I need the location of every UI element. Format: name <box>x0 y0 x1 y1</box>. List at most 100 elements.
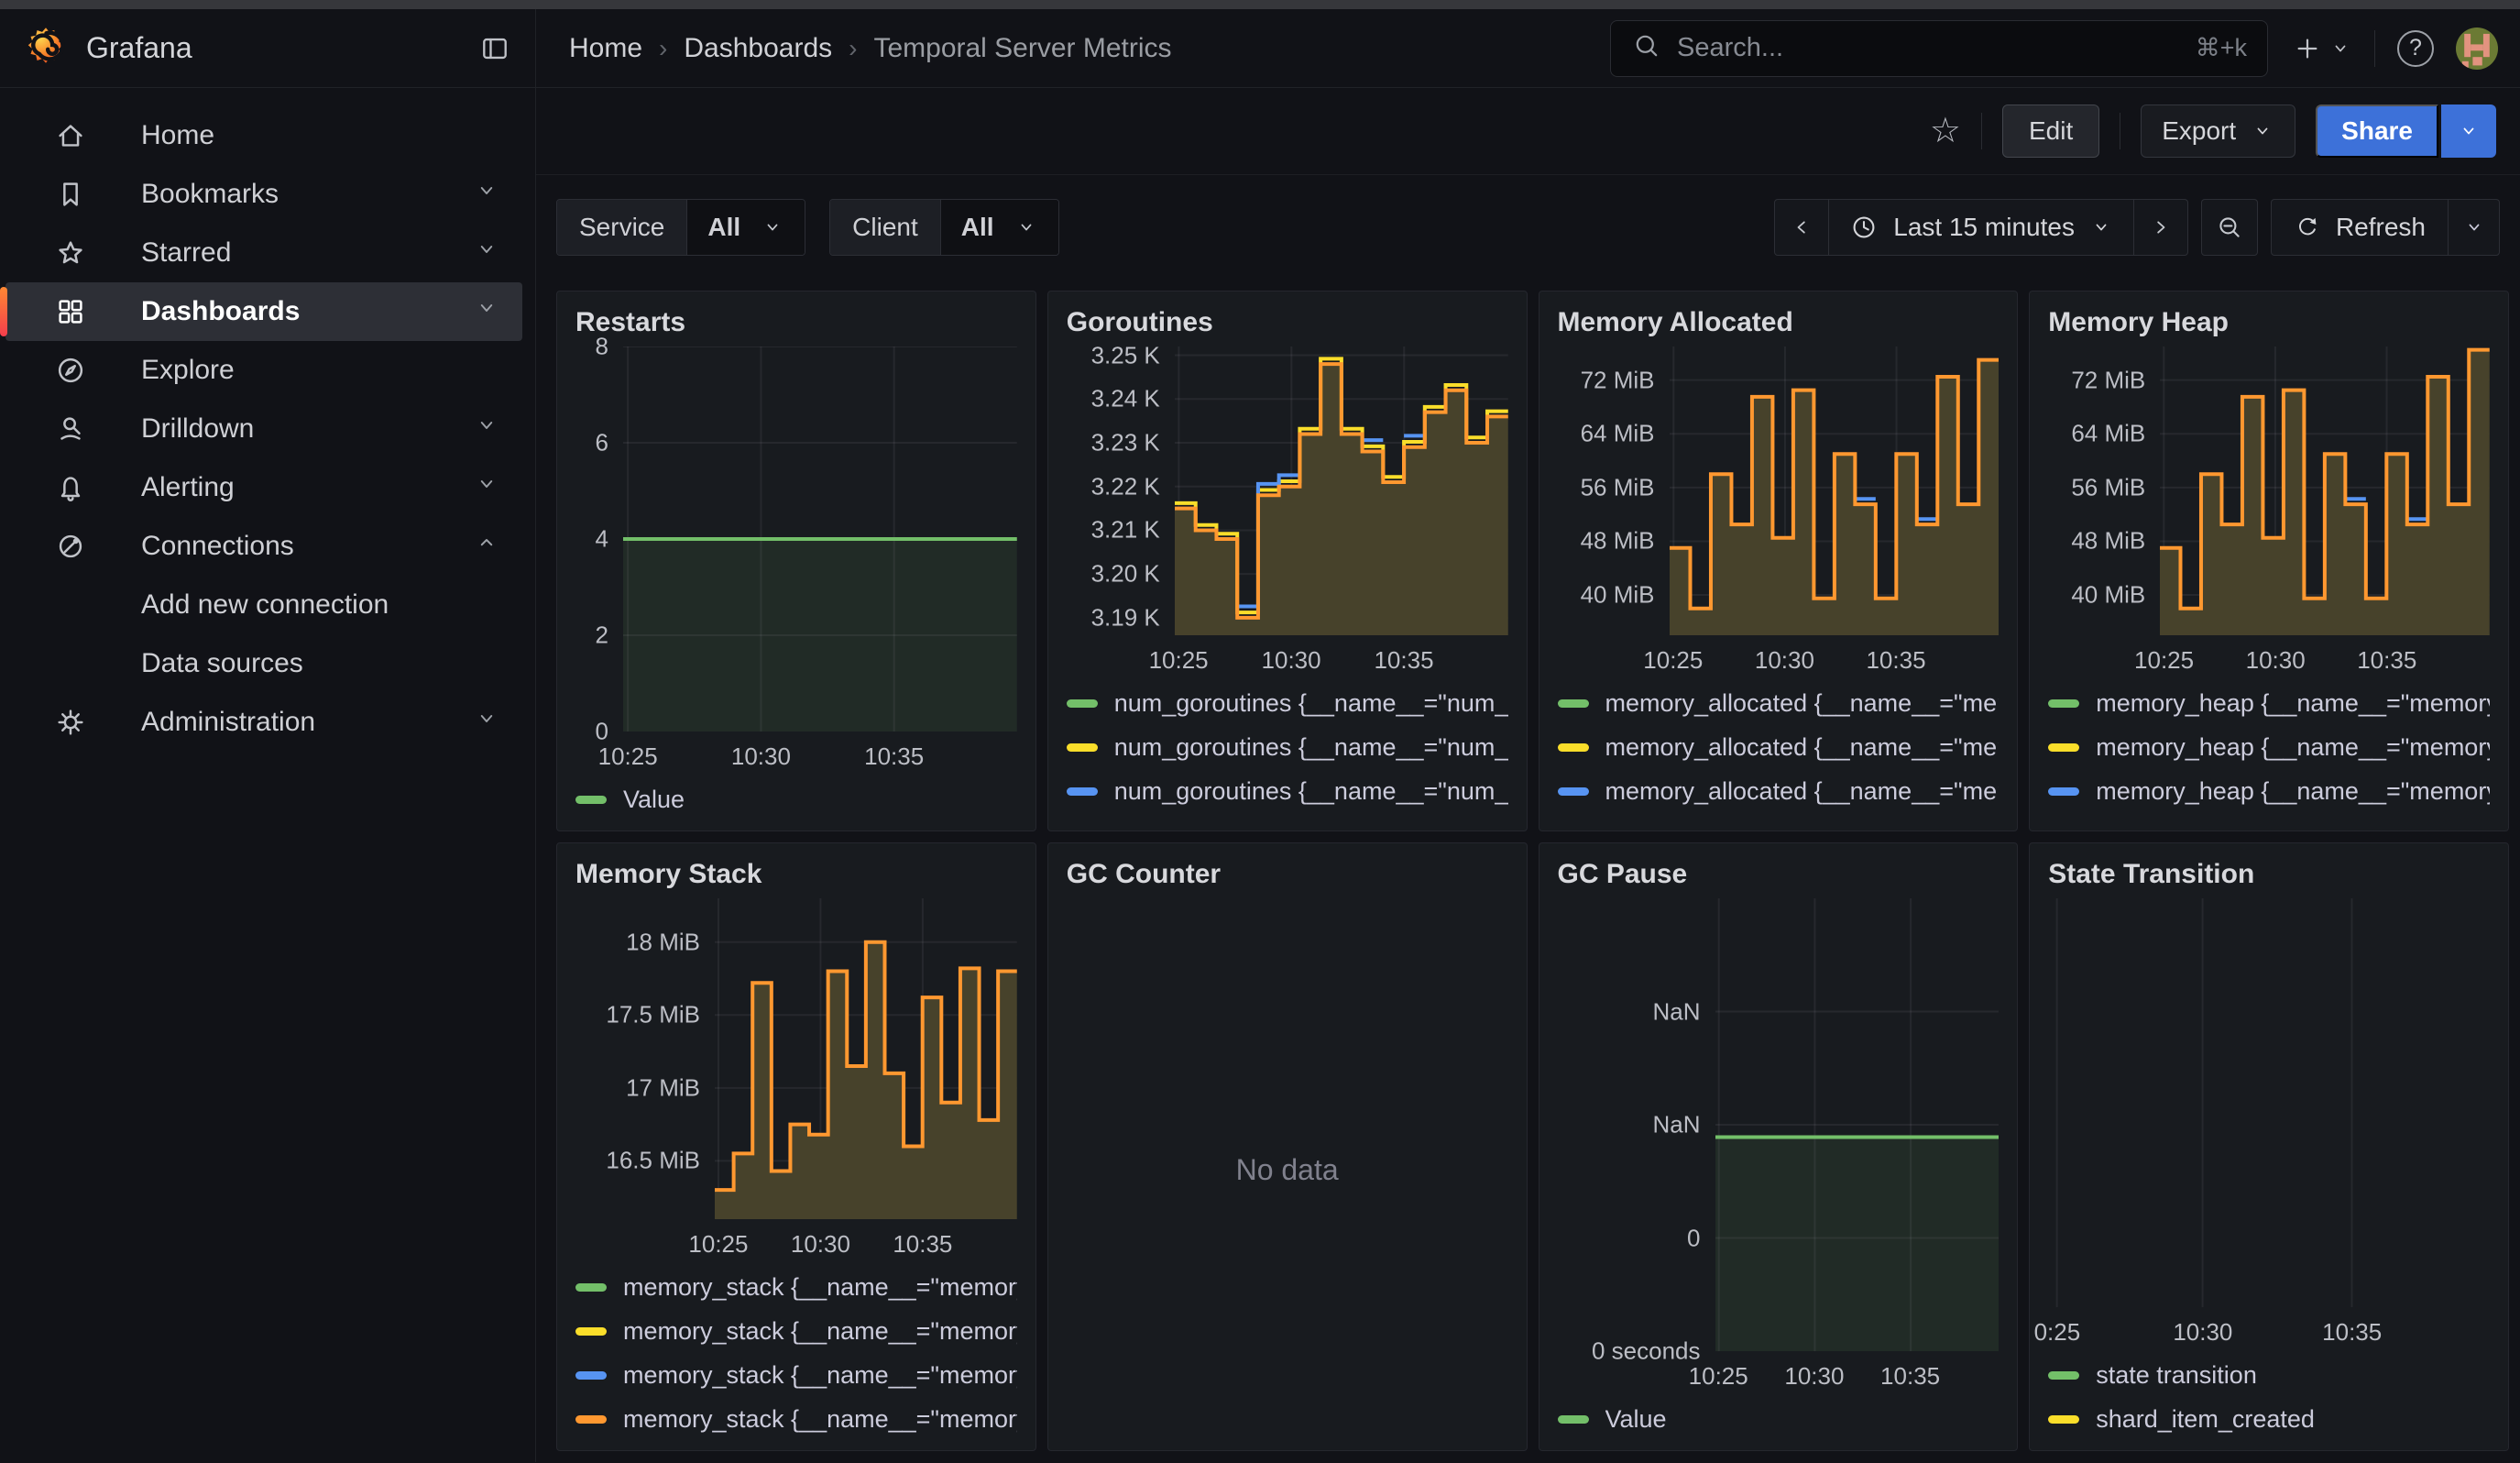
legend-item[interactable]: memory_stack {__name__="memory_s <box>575 1353 1017 1397</box>
legend-item[interactable]: Value <box>575 777 1017 821</box>
chevron-down-icon[interactable] <box>473 470 500 505</box>
legend-label: num_goroutines {__name__="num_go <box>1114 733 1508 762</box>
legend-item[interactable]: memory_stack {__name__="memory_s <box>575 1309 1017 1353</box>
time-shift-back-button[interactable] <box>1775 200 1828 255</box>
time-shift-forward-button[interactable] <box>2134 200 2187 255</box>
edit-button[interactable]: Edit <box>2002 104 2099 158</box>
chevron-up-icon[interactable] <box>473 529 500 564</box>
filter-value-dropdown[interactable]: All <box>687 200 805 255</box>
y-tick-label: 40 MiB <box>1581 581 1655 610</box>
sidebar-item-explore[interactable]: Explore <box>5 341 522 400</box>
sidebar-item-data-sources[interactable]: Data sources <box>5 634 522 693</box>
sidebar-item-administration[interactable]: Administration <box>5 693 522 752</box>
legend-item[interactable]: memory_allocated {__name__="memo <box>1558 681 2000 725</box>
sidebar-item-drilldown[interactable]: Drilldown <box>5 400 522 458</box>
legend-item[interactable]: num_goroutines {__name__="num_go <box>1067 813 1508 821</box>
chevron-down-icon[interactable] <box>473 412 500 446</box>
chevron-down-icon[interactable] <box>473 177 500 212</box>
chart-plot-area[interactable] <box>623 346 1017 732</box>
chevron-down-icon[interactable] <box>473 294 500 329</box>
legend-item[interactable]: memory_heap {__name__="memory_h <box>2048 769 2490 813</box>
panel-title[interactable]: Memory Stack <box>575 856 1017 893</box>
chevron-down-icon <box>761 215 784 239</box>
x-tick-label: 10:35 <box>1866 646 1925 675</box>
sidebar-item-connections[interactable]: Connections <box>5 517 522 576</box>
legend-item[interactable]: shard_item_created <box>2048 1397 2490 1441</box>
legend-item[interactable]: Value <box>1558 1397 2000 1441</box>
panel-title[interactable]: State Transition <box>2048 856 2490 893</box>
time-range-picker[interactable]: Last 15 minutes <box>1828 200 2134 255</box>
sidebar-item-bookmarks[interactable]: Bookmarks <box>5 165 522 224</box>
legend-item[interactable]: num_goroutines {__name__="num_go <box>1067 681 1508 725</box>
panel-gc-counter: GC Counter No data <box>1047 842 1528 1451</box>
legend-color-pill <box>2048 787 2079 796</box>
chart-plot-area[interactable] <box>715 898 1017 1219</box>
chart-plot-area[interactable] <box>2048 898 2490 1307</box>
breadcrumb-separator: › <box>659 34 667 63</box>
panel-title[interactable]: Memory Heap <box>2048 304 2490 341</box>
chart-legend: memory_heap {__name__="memory_h memory_he… <box>2048 681 2490 821</box>
breadcrumb-item-dashboards[interactable]: Dashboards <box>684 33 832 64</box>
sidebar-item-add-new-connection[interactable]: Add new connection <box>5 576 522 634</box>
share-options-button[interactable] <box>2441 104 2496 158</box>
chart-plot-area[interactable] <box>1175 346 1508 635</box>
chart-plot-area[interactable] <box>2160 346 2490 635</box>
zoom-out-button[interactable] <box>2201 199 2258 256</box>
y-tick-label: 17.5 MiB <box>606 1001 700 1029</box>
legend-item[interactable]: memory_heap {__name__="memory_h <box>2048 813 2490 821</box>
topbar: Grafana Home›Dashboards›Temporal Server … <box>0 9 2520 88</box>
legend-item[interactable]: state transition <box>2048 1353 2490 1397</box>
refresh-button[interactable]: Refresh <box>2272 200 2448 255</box>
chart-plot-area[interactable] <box>1715 898 2000 1351</box>
grafana-logo-icon[interactable] <box>26 26 66 71</box>
legend-item[interactable]: memory_stack {__name__="memory_s <box>575 1397 1017 1441</box>
chevron-down-icon[interactable] <box>473 236 500 270</box>
sidebar-item-starred[interactable]: Starred <box>5 224 522 282</box>
sidebar: HomeBookmarksStarredDashboards Explore Dri… <box>0 88 536 1462</box>
chevron-down-icon <box>2251 119 2274 143</box>
sidebar-item-dashboards[interactable]: Dashboards <box>5 282 522 341</box>
legend-label: memory_allocated {__name__="memo <box>1605 689 2000 718</box>
panel-title[interactable]: GC Counter <box>1067 856 1508 893</box>
avatar[interactable] <box>2456 28 2498 70</box>
chevron-down-icon <box>2457 119 2481 143</box>
chevron-down-icon[interactable] <box>473 705 500 740</box>
breadcrumb-item-home[interactable]: Home <box>569 33 642 64</box>
sidebar-item-label: Explore <box>141 355 235 386</box>
y-tick-label: 0 <box>596 718 608 746</box>
panel-title[interactable]: Goroutines <box>1067 304 1508 341</box>
legend-label: memory_heap {__name__="memory_h <box>2096 821 2490 822</box>
panel-grid: Restarts 8642010:2510:3010:35Value Gorou… <box>556 291 2509 1451</box>
legend-color-pill <box>2048 699 2079 708</box>
legend-item[interactable]: num_goroutines {__name__="num_go <box>1067 725 1508 769</box>
legend-item[interactable]: memory_allocated {__name__="memo <box>1558 813 2000 821</box>
template-variable-filters: ServiceAllClientAll <box>556 199 1059 256</box>
breadcrumb-item-temporal-server-metrics: Temporal Server Metrics <box>873 33 1171 64</box>
chevron-down-icon <box>2462 215 2486 239</box>
search-input[interactable]: Search... ⌘+k <box>1610 20 2268 77</box>
legend-item[interactable]: num_goroutines {__name__="num_go <box>1067 769 1508 813</box>
sidebar-toggle-icon[interactable] <box>478 32 511 65</box>
legend-item[interactable]: memory_allocated {__name__="memo <box>1558 769 2000 813</box>
y-tick-label: 3.20 K <box>1091 560 1160 588</box>
legend-label: memory_heap {__name__="memory_h <box>2096 689 2490 718</box>
export-button[interactable]: Export <box>2141 104 2295 158</box>
share-button[interactable]: Share <box>2316 104 2438 158</box>
sidebar-item-alerting[interactable]: Alerting <box>5 458 522 517</box>
add-new-button[interactable] <box>2292 33 2352 64</box>
legend-item[interactable]: memory_stack {__name__="memory_s <box>575 1265 1017 1309</box>
filter-value-dropdown[interactable]: All <box>941 200 1058 255</box>
sidebar-item-home[interactable]: Home <box>5 106 522 165</box>
panel-title[interactable]: GC Pause <box>1558 856 2000 893</box>
legend-item[interactable]: memory_heap {__name__="memory_h <box>2048 725 2490 769</box>
legend-label: memory_heap {__name__="memory_h <box>2096 733 2490 762</box>
chart-plot-area[interactable] <box>1670 346 2000 635</box>
legend-item[interactable]: memory_heap {__name__="memory_h <box>2048 681 2490 725</box>
help-button[interactable]: ? <box>2397 30 2434 67</box>
refresh-interval-button[interactable] <box>2448 200 2499 255</box>
y-tick-label: 40 MiB <box>2071 581 2145 610</box>
panel-title[interactable]: Restarts <box>575 304 1017 341</box>
legend-item[interactable]: memory_allocated {__name__="memo <box>1558 725 2000 769</box>
favorite-star-button[interactable]: ☆ <box>1930 114 1961 148</box>
panel-title[interactable]: Memory Allocated <box>1558 304 2000 341</box>
